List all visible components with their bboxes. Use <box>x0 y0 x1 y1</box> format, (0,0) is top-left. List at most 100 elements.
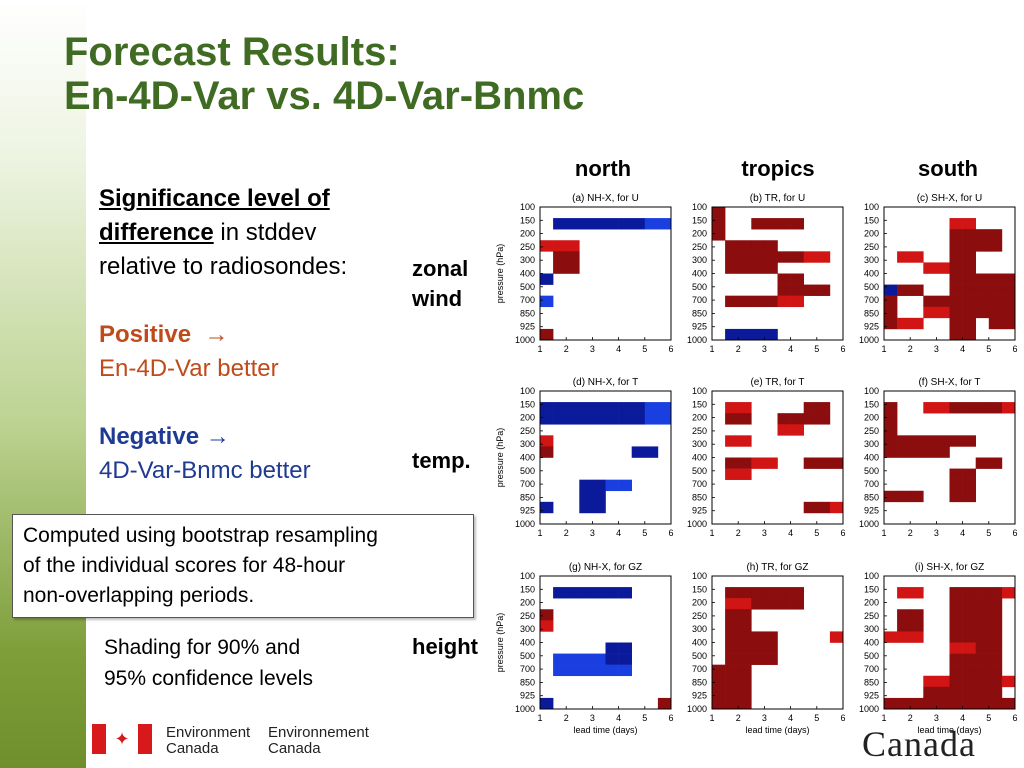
column-label-tropics: tropics <box>741 156 815 181</box>
significance-cell <box>579 490 593 503</box>
significance-cell <box>988 631 1003 643</box>
significance-cell <box>592 664 606 677</box>
significance-cell <box>949 284 963 296</box>
significance-cell <box>618 642 632 654</box>
significance-cell <box>738 631 752 643</box>
shading-line-2: 95% confidence levels <box>104 667 313 690</box>
significance-cell <box>816 413 831 425</box>
significance-cell <box>910 435 924 447</box>
maple-leaf-icon: ✦ <box>114 729 130 749</box>
x-axis-label: lead time (days) <box>745 725 809 735</box>
significance-cell <box>988 295 1003 308</box>
significance-cell <box>540 609 554 621</box>
panel-title: (b) TR, for U <box>750 193 805 204</box>
significance-cell <box>764 587 778 599</box>
y-tick-label: 200 <box>692 598 707 608</box>
significance-cell <box>605 413 619 425</box>
significance-cell <box>897 697 911 710</box>
y-tick-label: 300 <box>864 624 879 634</box>
significance-cell <box>764 251 778 263</box>
significance-cell <box>725 664 739 677</box>
significance-cell <box>764 218 778 230</box>
x-tick-label: 3 <box>762 713 767 723</box>
significance-cell <box>975 273 990 285</box>
significance-cell <box>592 218 606 230</box>
x-tick-label: 3 <box>762 528 767 538</box>
significance-cell <box>936 697 950 710</box>
significance-cell <box>816 251 831 263</box>
significance-cell <box>803 413 818 425</box>
significance-cell <box>816 284 831 296</box>
significance-cell <box>949 653 963 665</box>
significance-cell <box>725 457 739 469</box>
environment-canada-logo: ✦ Environment Canada Environnement Canad… <box>92 722 392 762</box>
significance-cell <box>579 413 593 425</box>
significance-cell <box>592 587 606 599</box>
significance-cell <box>553 413 567 425</box>
significance-cell <box>725 609 739 621</box>
significance-cell <box>725 697 739 710</box>
y-tick-label: 150 <box>692 215 707 225</box>
y-tick-label: 250 <box>520 242 535 252</box>
shading-note: Shading for 90% and 95% confidence level… <box>104 632 404 694</box>
x-tick-label: 1 <box>709 713 714 723</box>
significance-cell <box>790 273 804 285</box>
significance-cell <box>975 675 990 688</box>
y-tick-label: 400 <box>520 453 535 463</box>
y-tick-label: 150 <box>864 399 879 409</box>
y-tick-label: 925 <box>692 322 707 332</box>
y-tick-label: 100 <box>692 386 707 396</box>
significance-cell <box>962 218 976 230</box>
significance-cell <box>751 251 765 263</box>
panel-title: (i) SH-X, for GZ <box>915 562 984 573</box>
significance-cell <box>618 664 632 677</box>
significance-cell <box>803 457 818 469</box>
significance-cell <box>566 402 580 414</box>
x-tick-label: 6 <box>840 713 845 723</box>
significance-cell <box>923 697 937 710</box>
significance-cell <box>540 273 554 285</box>
x-tick-label: 2 <box>564 713 569 723</box>
y-tick-label: 700 <box>520 479 535 489</box>
significance-cell <box>738 675 752 688</box>
significance-cell <box>777 295 791 308</box>
significance-cell <box>566 653 580 665</box>
significance-cell <box>897 317 911 330</box>
significance-cell <box>579 218 593 230</box>
significance-cell <box>923 446 937 458</box>
x-tick-label: 6 <box>1012 528 1017 538</box>
y-tick-label: 700 <box>692 479 707 489</box>
significance-cell <box>738 251 752 263</box>
right-arrow-icon: → <box>204 321 229 348</box>
x-tick-label: 3 <box>934 528 939 538</box>
significance-cell <box>579 587 593 599</box>
y-tick-label: 400 <box>864 638 879 648</box>
significance-cell <box>738 653 752 665</box>
significance-cell <box>738 295 752 308</box>
significance-cell <box>751 631 765 643</box>
significance-cell <box>923 686 937 699</box>
significance-cell <box>962 306 976 319</box>
significance-cell <box>1001 295 1016 308</box>
x-tick-label: 5 <box>986 713 991 723</box>
y-tick-label: 500 <box>864 466 879 476</box>
panel-title: (g) NH-X, for GZ <box>569 562 642 573</box>
y-tick-label: 100 <box>520 571 535 581</box>
significance-cell <box>644 446 659 458</box>
significance-cell <box>725 295 739 308</box>
significance-cell <box>949 295 963 308</box>
y-tick-label: 300 <box>864 255 879 265</box>
y-tick-label: 700 <box>520 295 535 305</box>
significance-cell <box>592 479 606 492</box>
significance-cell <box>962 251 976 263</box>
significance-cell <box>803 251 818 263</box>
y-tick-label: 850 <box>864 492 879 502</box>
significance-cell <box>829 631 844 643</box>
x-tick-label: 3 <box>590 344 595 354</box>
significance-cell <box>988 653 1003 665</box>
x-tick-label: 2 <box>736 528 741 538</box>
footer-canada-fr: Canada <box>268 740 321 757</box>
significance-cell <box>725 435 739 447</box>
y-tick-label: 500 <box>520 466 535 476</box>
significance-cell <box>657 413 672 425</box>
